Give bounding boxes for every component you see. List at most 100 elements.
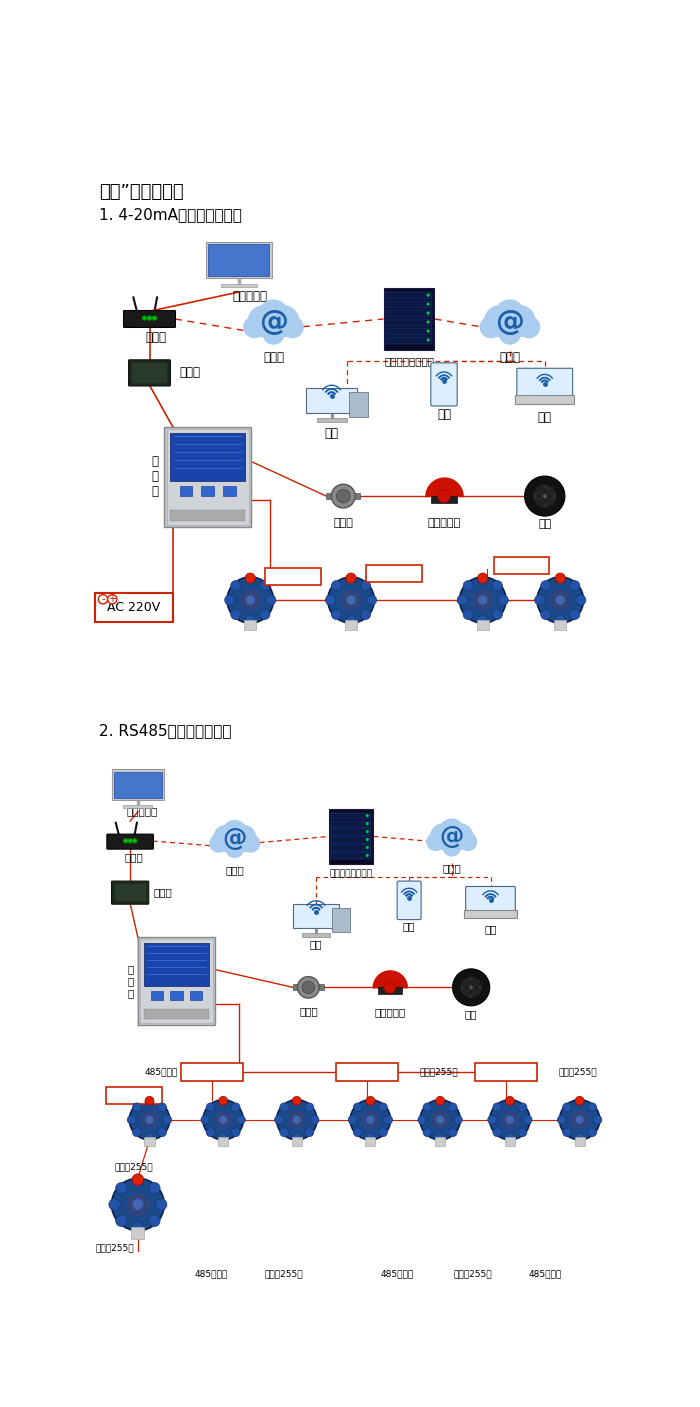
FancyBboxPatch shape: [435, 841, 468, 850]
Circle shape: [533, 1327, 541, 1335]
Circle shape: [458, 1316, 467, 1324]
Circle shape: [331, 484, 355, 508]
Text: 大众”系列报警器: 大众”系列报警器: [99, 183, 183, 201]
Circle shape: [486, 1304, 494, 1313]
FancyBboxPatch shape: [466, 886, 515, 912]
Circle shape: [430, 823, 456, 848]
Text: 转换器: 转换器: [179, 366, 200, 380]
Circle shape: [480, 317, 502, 338]
FancyBboxPatch shape: [144, 1009, 209, 1019]
Circle shape: [360, 581, 370, 591]
Circle shape: [448, 1128, 457, 1137]
Circle shape: [227, 577, 274, 623]
Circle shape: [366, 1097, 375, 1106]
Text: 信号输出: 信号输出: [282, 573, 304, 581]
Text: 信号输出: 信号输出: [511, 561, 532, 570]
Circle shape: [500, 1110, 519, 1128]
Circle shape: [463, 1327, 471, 1335]
Text: 可连接255台: 可连接255台: [115, 1162, 153, 1171]
Circle shape: [426, 339, 430, 342]
Text: 单机版电脑: 单机版电脑: [232, 290, 267, 304]
Circle shape: [245, 615, 255, 626]
FancyBboxPatch shape: [170, 433, 245, 481]
Circle shape: [331, 1316, 340, 1324]
Circle shape: [454, 1116, 462, 1124]
Circle shape: [237, 1316, 246, 1324]
Circle shape: [461, 1301, 498, 1338]
Circle shape: [116, 1216, 127, 1227]
Circle shape: [298, 976, 319, 998]
Text: 信号输出: 信号输出: [383, 568, 405, 578]
Text: 可连接255台: 可连接255台: [95, 1242, 134, 1252]
Circle shape: [293, 1133, 301, 1142]
Circle shape: [405, 1332, 413, 1341]
Circle shape: [493, 1128, 502, 1137]
Circle shape: [435, 1116, 444, 1124]
Text: 互联网: 互联网: [442, 864, 461, 874]
Circle shape: [242, 1327, 251, 1335]
Circle shape: [206, 1128, 215, 1137]
Circle shape: [545, 487, 555, 497]
Circle shape: [461, 978, 482, 998]
Circle shape: [366, 1133, 375, 1142]
Circle shape: [384, 982, 395, 993]
FancyBboxPatch shape: [435, 1137, 445, 1145]
Circle shape: [424, 1103, 432, 1112]
FancyBboxPatch shape: [386, 319, 432, 326]
FancyBboxPatch shape: [431, 497, 457, 504]
FancyBboxPatch shape: [365, 1137, 375, 1145]
Circle shape: [161, 1299, 169, 1307]
Circle shape: [535, 487, 545, 497]
FancyBboxPatch shape: [181, 1265, 242, 1283]
Circle shape: [143, 317, 146, 319]
Circle shape: [346, 615, 356, 626]
Circle shape: [148, 1182, 160, 1195]
Circle shape: [348, 1116, 357, 1124]
Circle shape: [98, 595, 108, 604]
Circle shape: [158, 1103, 167, 1112]
FancyBboxPatch shape: [474, 1335, 484, 1344]
Circle shape: [610, 1316, 619, 1324]
Circle shape: [540, 609, 551, 619]
FancyBboxPatch shape: [206, 242, 272, 279]
FancyBboxPatch shape: [328, 809, 374, 864]
Circle shape: [145, 1096, 154, 1104]
Circle shape: [505, 305, 536, 336]
Circle shape: [435, 1133, 444, 1142]
Circle shape: [231, 1128, 240, 1137]
Circle shape: [346, 595, 356, 605]
Circle shape: [426, 311, 430, 315]
Circle shape: [458, 833, 477, 851]
Circle shape: [265, 595, 276, 605]
Circle shape: [505, 1133, 514, 1142]
Circle shape: [555, 595, 566, 605]
FancyBboxPatch shape: [554, 619, 566, 630]
Circle shape: [366, 1096, 375, 1104]
Circle shape: [237, 1116, 245, 1124]
Circle shape: [144, 1316, 153, 1324]
FancyBboxPatch shape: [106, 1086, 162, 1103]
Circle shape: [148, 317, 151, 319]
Circle shape: [493, 1103, 502, 1112]
Circle shape: [280, 1128, 288, 1137]
FancyBboxPatch shape: [218, 1137, 228, 1145]
Circle shape: [361, 1110, 379, 1128]
Circle shape: [331, 1332, 340, 1341]
Circle shape: [132, 1176, 144, 1188]
Circle shape: [598, 1304, 607, 1313]
Circle shape: [559, 1100, 600, 1140]
Circle shape: [158, 1128, 167, 1137]
Circle shape: [109, 1199, 120, 1210]
Circle shape: [594, 1316, 602, 1324]
Circle shape: [132, 1128, 141, 1137]
Circle shape: [218, 1097, 228, 1106]
FancyBboxPatch shape: [180, 487, 192, 495]
FancyBboxPatch shape: [331, 853, 371, 858]
Circle shape: [490, 1100, 530, 1140]
Circle shape: [222, 820, 248, 846]
FancyBboxPatch shape: [190, 991, 202, 1000]
Circle shape: [459, 577, 506, 623]
Circle shape: [610, 1299, 619, 1307]
Circle shape: [141, 1110, 159, 1128]
Circle shape: [127, 1116, 136, 1124]
